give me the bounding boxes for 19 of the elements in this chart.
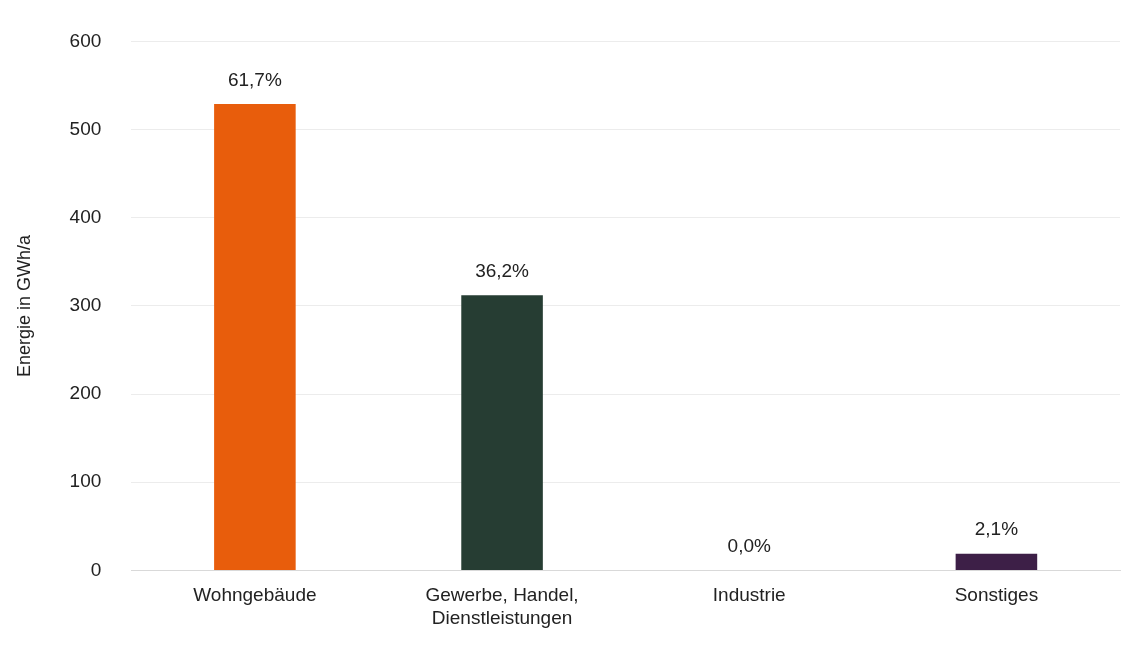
bar bbox=[461, 295, 543, 570]
annotation: 36,2% bbox=[475, 260, 530, 282]
bar bbox=[214, 104, 296, 570]
x-tick-label: Sonstiges bbox=[954, 584, 1039, 606]
y-tick-label: 0 bbox=[90, 558, 102, 580]
bar bbox=[955, 553, 1038, 570]
x-tick-label: Industrie bbox=[712, 584, 786, 606]
y-tick-label: 400 bbox=[69, 205, 102, 227]
y-tick-label: 200 bbox=[69, 382, 102, 404]
x-tick-label: Gewerbe, Handel, Dienstleistungen bbox=[425, 584, 579, 628]
y-axis-title: Energie in GWh/a bbox=[13, 233, 34, 377]
y-tick-label: 500 bbox=[69, 117, 102, 139]
y-tick-label: 600 bbox=[69, 29, 102, 51]
annotation: 2,1% bbox=[974, 518, 1019, 540]
annotation: 0,0% bbox=[727, 535, 771, 557]
annotation: 61,7% bbox=[227, 68, 282, 90]
y-tick-label: 300 bbox=[69, 294, 102, 316]
x-tick-label: Wohngebäude bbox=[193, 584, 317, 606]
y-tick-label: 100 bbox=[69, 470, 102, 492]
